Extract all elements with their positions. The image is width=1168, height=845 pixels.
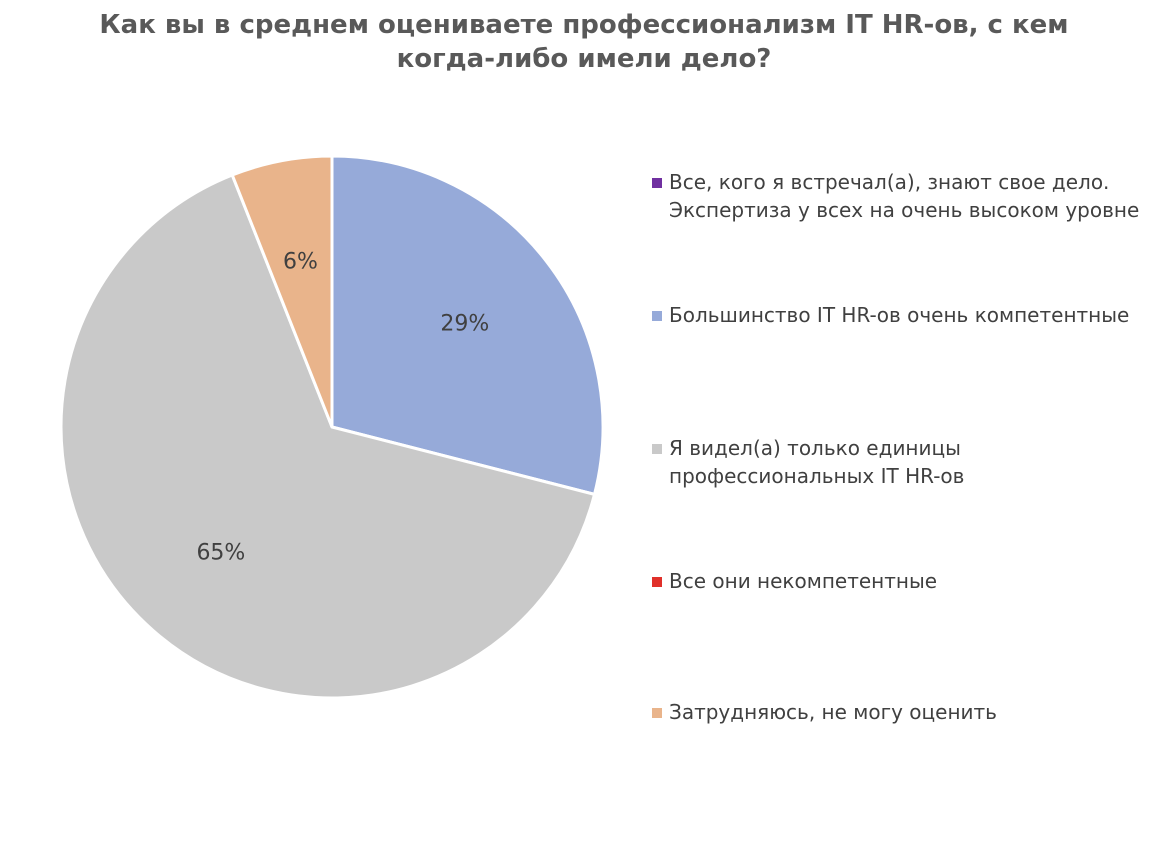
chart-title: Как вы в среднем оцениваете профессионал… xyxy=(99,10,1069,74)
legend-label: Я видел(а) только единицы профессиональн… xyxy=(669,436,965,488)
legend-label: Все, кого я встречал(а), знают свое дело… xyxy=(669,170,1140,222)
pie-slice xyxy=(230,154,334,429)
slice-data-label: 29% xyxy=(440,312,489,337)
legend-swatch xyxy=(652,708,662,718)
legend-swatch xyxy=(652,577,662,587)
pie-slice xyxy=(59,173,596,700)
legend-swatch xyxy=(652,444,662,454)
legend-label: Большинство IT HR-ов очень компетентные xyxy=(669,303,1130,327)
legend-label: Все они некомпетентные xyxy=(669,569,938,593)
pie-slice xyxy=(330,154,605,496)
pie-chart: 29% 65% 6% xyxy=(59,154,605,700)
legend-swatch xyxy=(652,311,662,321)
slice-data-label: 65% xyxy=(196,541,245,566)
legend-label: Затрудняюсь, не могу оценить xyxy=(669,700,997,724)
slice-data-label: 6% xyxy=(283,250,318,275)
legend-swatch xyxy=(652,178,662,188)
